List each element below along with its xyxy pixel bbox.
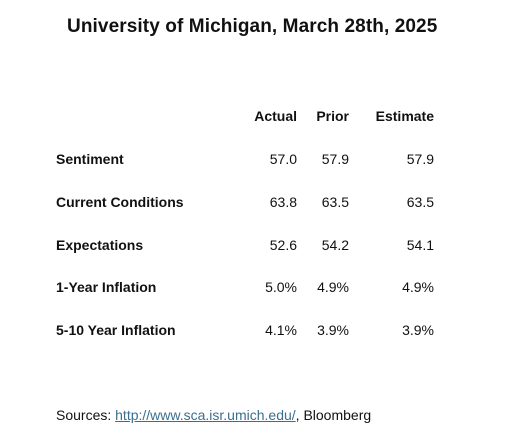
cell-estimate: 57.9 (406, 151, 434, 167)
column-header-actual: Actual (254, 108, 297, 124)
cell-estimate: 54.1 (406, 237, 434, 253)
cell-actual: 57.0 (269, 151, 297, 167)
cell-actual: 63.8 (269, 194, 297, 210)
cell-estimate: 3.9% (402, 322, 434, 338)
cell-prior: 63.5 (321, 194, 349, 210)
page-title: University of Michigan, March 28th, 2025 (67, 16, 438, 37)
cell-prior: 3.9% (317, 322, 349, 338)
row-label: Current Conditions (56, 194, 184, 210)
sources-footer: Sources: http://www.sca.isr.umich.edu/, … (56, 407, 371, 423)
row-label: 5-10 Year Inflation (56, 322, 176, 338)
cell-prior: 57.9 (321, 151, 349, 167)
cell-actual: 5.0% (265, 279, 297, 295)
cell-prior: 4.9% (317, 279, 349, 295)
cell-actual: 4.1% (265, 322, 297, 338)
sources-suffix: , Bloomberg (295, 407, 372, 423)
row-label: 1-Year Inflation (56, 279, 157, 295)
cell-prior: 54.2 (321, 237, 349, 253)
row-label: Expectations (56, 237, 144, 253)
row-label: Sentiment (56, 151, 124, 167)
cell-estimate: 63.5 (406, 194, 434, 210)
sources-prefix: Sources: (56, 407, 116, 423)
sources-link[interactable]: http://www.sca.isr.umich.edu/ (115, 407, 296, 423)
column-header-estimate: Estimate (375, 108, 434, 124)
column-header-prior: Prior (316, 108, 349, 124)
cell-estimate: 4.9% (402, 279, 434, 295)
cell-actual: 52.6 (269, 237, 297, 253)
